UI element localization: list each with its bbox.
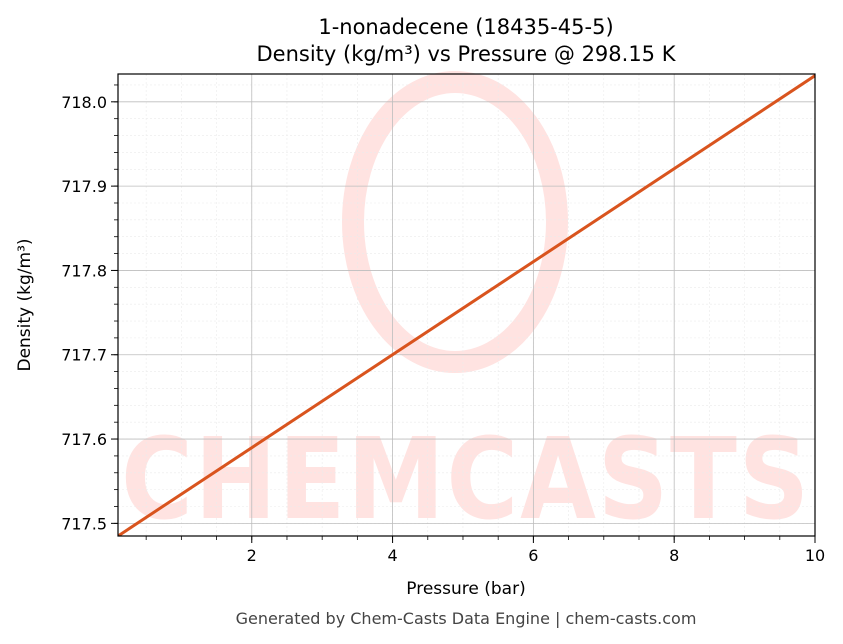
x-tick-label: 6: [528, 546, 538, 565]
footer-credit: Generated by Chem-Casts Data Engine | ch…: [236, 609, 697, 628]
x-axis-label: Pressure (bar): [406, 579, 525, 599]
watermark-text: CHEMCASTS: [121, 415, 811, 545]
x-axis-ticks: 2 4 6 8 10: [145, 536, 825, 565]
y-axis-ticks: 717.5 717.6 717.7 717.8 717.9 718.0: [61, 84, 118, 533]
chart-subtitle: Density (kg/m³) vs Pressure @ 298.15 K: [256, 42, 676, 66]
series-layer: [118, 74, 815, 536]
density-series-line: [118, 74, 815, 536]
x-tick-label: 8: [669, 546, 679, 565]
y-tick-label: 717.7: [61, 346, 107, 365]
y-tick-label: 717.5: [61, 514, 107, 533]
chart-title: 1-nonadecene (18435-45-5): [318, 15, 613, 39]
watermark-ring: [342, 71, 568, 373]
y-tick-label: 717.9: [61, 177, 107, 196]
chemcasts-watermark-logo: CHEMCASTS: [121, 71, 811, 545]
y-axis-label: Density (kg/m³): [15, 238, 35, 371]
plot-frame: [117, 73, 816, 537]
x-tick-label: 10: [805, 546, 825, 565]
y-tick-label: 717.8: [61, 261, 107, 280]
y-tick-label: 718.0: [61, 93, 107, 112]
y-tick-label: 717.6: [61, 430, 107, 449]
x-tick-label: 4: [387, 546, 397, 565]
x-tick-label: 2: [247, 546, 257, 565]
